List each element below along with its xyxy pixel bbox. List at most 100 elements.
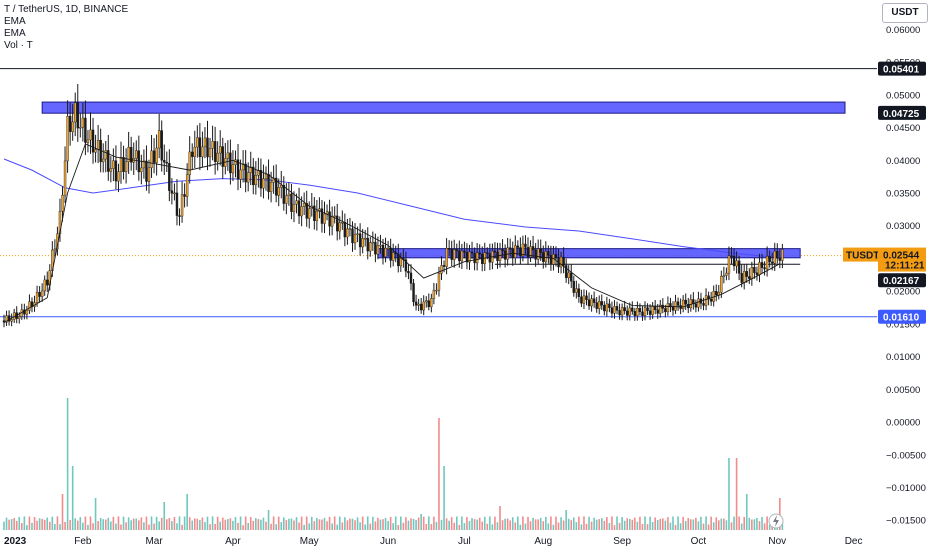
candle-body (219, 146, 222, 154)
volume-bar (550, 516, 552, 530)
candle-body (386, 247, 390, 250)
candle (760, 253, 764, 274)
candle (397, 243, 400, 273)
volume-bar (514, 522, 517, 530)
candle (427, 293, 430, 311)
volume-bar (206, 516, 209, 530)
candle (5, 310, 8, 326)
candle-body (422, 301, 425, 311)
volume-bar (214, 523, 216, 530)
candle-body (575, 288, 578, 293)
volume-bar (692, 519, 695, 530)
volume-bar (593, 517, 595, 530)
candle (529, 240, 532, 262)
volume-bar (94, 498, 97, 530)
volume-bar (511, 517, 514, 530)
candle (745, 263, 748, 283)
candle-body (437, 273, 441, 291)
candle (580, 289, 583, 307)
current-price-bg (878, 247, 926, 272)
candle-body (547, 251, 550, 256)
candle-body (201, 146, 204, 158)
volume-bar (374, 521, 377, 530)
candle-body (595, 302, 598, 309)
candle (369, 236, 372, 257)
volume-bar (763, 523, 766, 530)
volume-bar (366, 516, 369, 530)
volume-bar (481, 521, 484, 530)
candle-body (336, 215, 339, 232)
candle-body (740, 273, 743, 283)
candle-body (152, 150, 156, 163)
volume-bar (153, 523, 155, 530)
volume-bar (740, 523, 743, 530)
candle (206, 120, 209, 171)
candle (765, 246, 769, 277)
candle-body (664, 308, 667, 313)
candle (117, 163, 120, 193)
candle-body (615, 306, 619, 311)
candle (521, 235, 525, 262)
candle-body (770, 261, 774, 264)
candle-body (465, 252, 469, 263)
candle-body (249, 166, 252, 173)
volume-bar (298, 522, 300, 530)
candle (590, 294, 593, 312)
candle (170, 178, 174, 205)
candle-body (707, 295, 710, 300)
candle-body (745, 271, 748, 277)
volume-bar (71, 466, 74, 530)
volume-bar (387, 521, 389, 530)
candle-body (412, 283, 415, 303)
ema-slow (3, 158, 780, 259)
legend-ema-fast[interactable]: EMA (4, 16, 26, 27)
candle-body (366, 237, 369, 252)
volume-bar (51, 516, 54, 530)
volume-bar (738, 516, 740, 530)
volume-bar (430, 524, 433, 530)
candle-body (735, 260, 738, 267)
volume-bar (234, 517, 237, 530)
candle-body (185, 174, 189, 197)
candle-body (585, 295, 588, 300)
candle-body (425, 300, 428, 303)
candle (592, 291, 596, 308)
candle (102, 143, 105, 173)
volume-bar (450, 517, 453, 530)
price-label-bg (878, 273, 926, 288)
volume-bar (130, 520, 132, 530)
volume-bar (181, 524, 183, 530)
candle (613, 300, 616, 319)
volume-bar (66, 398, 69, 530)
x-tick: Apr (225, 536, 241, 547)
candle-body (236, 159, 240, 180)
volume-bar (10, 519, 13, 530)
volume-bar (257, 519, 260, 530)
volume-bar (735, 458, 738, 530)
currency-button[interactable]: USDT (882, 3, 928, 23)
price-labels: 0.054010.047250.025110.024120.021670.016… (768, 61, 926, 529)
volume-bar (310, 516, 313, 530)
legend-volume[interactable]: Vol · T (4, 40, 33, 51)
volume-bar (420, 514, 422, 530)
candle (229, 139, 232, 185)
volume-bar (171, 521, 173, 530)
volume-bar (338, 516, 341, 530)
candle-body (656, 309, 659, 314)
candle (653, 299, 657, 315)
candle (86, 130, 90, 153)
candle (468, 244, 471, 270)
volume-bar (667, 517, 669, 530)
candle-body (124, 161, 128, 172)
volume-bar (341, 522, 344, 530)
candle-body (147, 167, 151, 182)
legend-symbol[interactable]: T / TetherUS, 1D, BINANCE (4, 4, 129, 15)
candle-body (445, 248, 448, 267)
volume-bar (748, 517, 751, 530)
candle (315, 199, 319, 231)
candle-body (399, 258, 403, 267)
candle-body (572, 280, 575, 293)
candle-body (544, 251, 548, 262)
legend-ema-slow[interactable]: EMA (4, 28, 26, 39)
